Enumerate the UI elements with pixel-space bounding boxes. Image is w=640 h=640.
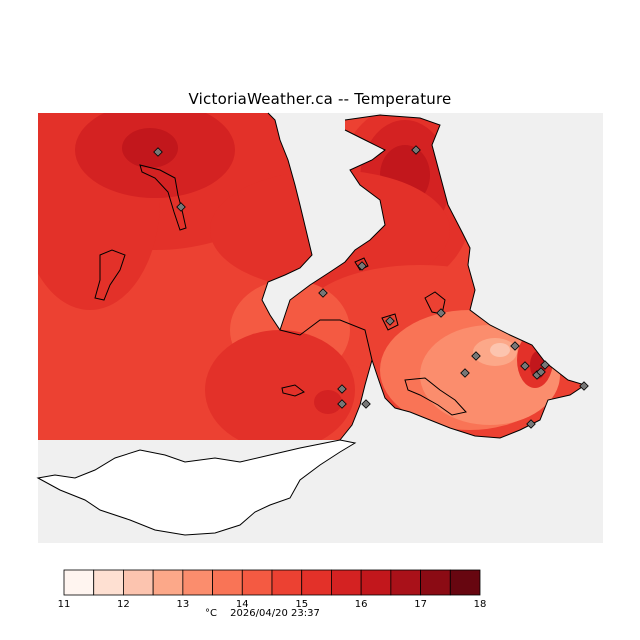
station-marker (536, 367, 546, 377)
station-marker (520, 361, 530, 371)
legend-swatch (360, 569, 392, 596)
legend-swatch (271, 569, 303, 596)
station-marker (436, 308, 446, 318)
legend-swatch (123, 569, 154, 596)
legend-tick-label: 14 (236, 599, 249, 610)
legend-tick-label: 11 (58, 599, 71, 610)
legend-swatch (212, 569, 243, 596)
station-marker (540, 360, 550, 370)
timestamp: 2026/04/20 23:37 (230, 608, 320, 619)
legend-tick-label: 15 (295, 599, 308, 610)
legend-swatch (63, 569, 95, 596)
legend-unit: °C (205, 608, 217, 619)
station-marker (318, 288, 328, 298)
legend-color-bar (63, 569, 481, 596)
station-marker (526, 419, 536, 429)
station-marker (579, 381, 589, 391)
legend-swatch (152, 569, 184, 596)
legend-tick-label: 16 (355, 599, 368, 610)
station-marker (471, 351, 481, 361)
legend-swatch (449, 569, 481, 596)
station-marker (385, 316, 395, 326)
legend-swatch (93, 569, 124, 596)
station-marker (357, 261, 367, 271)
legend-swatch (390, 569, 421, 596)
station-marker (460, 368, 470, 378)
station-marker (337, 384, 347, 394)
legend-caption: °C 2026/04/20 23:37 (205, 608, 320, 619)
legend-swatch (182, 569, 213, 596)
map-title: VictoriaWeather.ca -- Temperature (188, 90, 452, 108)
legend-tick-label: 12 (117, 599, 130, 610)
legend-swatch (301, 569, 332, 596)
legend-swatch (420, 569, 451, 596)
station-marker (411, 145, 421, 155)
legend-tick-label: 13 (176, 599, 189, 610)
station-marker (176, 202, 186, 212)
legend-swatch (241, 569, 273, 596)
coastline (94, 112, 587, 441)
station-marker (361, 399, 371, 409)
legend-swatch (331, 569, 362, 596)
weather-stations (153, 145, 589, 429)
station-marker (510, 341, 520, 351)
station-marker (153, 147, 163, 157)
legend-tick-labels: 11 12 13 14 15 16 17 18 (58, 599, 487, 610)
legend-tick-label: 17 (414, 599, 427, 610)
legend-tick-label: 18 (474, 599, 487, 610)
station-marker (337, 399, 347, 409)
us-mainland (36, 439, 357, 536)
